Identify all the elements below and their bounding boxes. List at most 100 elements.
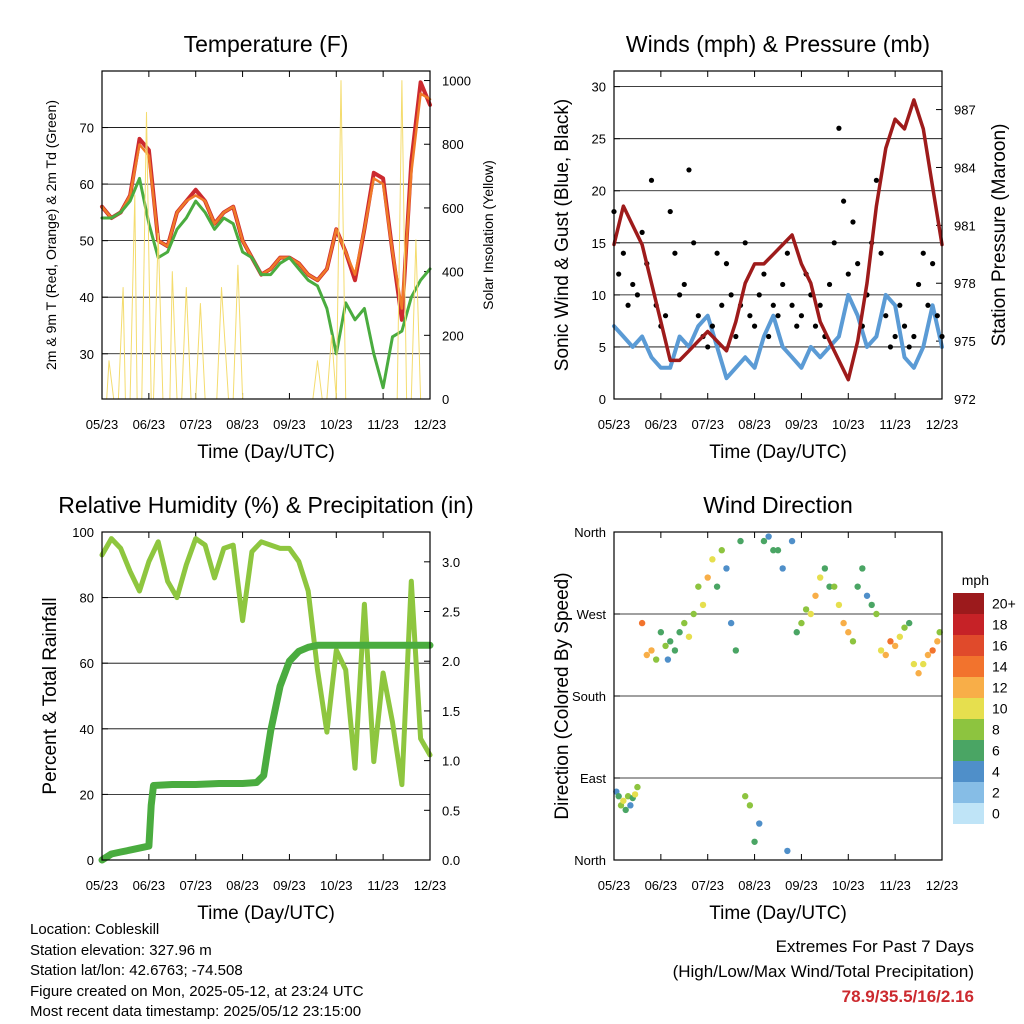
wind-direction-point: [732, 647, 740, 654]
temperature-xtick-label: 08/23: [226, 417, 259, 432]
gust-point: [934, 313, 940, 319]
winds-xtick-label: 05/23: [598, 417, 631, 432]
winds-ytick-right-label: 975: [954, 334, 976, 349]
wind-direction-point: [812, 592, 819, 599]
wind-direction-point: [713, 583, 721, 590]
wind-direction-point: [622, 806, 629, 814]
gust-point: [845, 271, 851, 277]
wind-direction-point: [896, 633, 904, 640]
gust-point: [883, 313, 889, 319]
wind_direction-chart: [613, 531, 984, 861]
humidity-ytick-right-label: 2.0: [442, 654, 460, 669]
gust-point: [681, 281, 687, 288]
temperature-xtick-label: 12/23: [414, 417, 447, 432]
wind-direction-point: [891, 642, 899, 650]
wind-direction-point: [859, 565, 866, 572]
gust-point: [906, 344, 912, 350]
temperature-xtick-label: 06/23: [133, 417, 166, 432]
wind-direction-point: [638, 619, 646, 627]
wind-direction-point: [662, 642, 669, 650]
wind-direction-point: [915, 670, 922, 677]
wind-direction-point: [690, 610, 697, 618]
temperature-title: Temperature (F): [184, 31, 349, 57]
wind_direction-frame: [613, 531, 943, 861]
gust-point: [920, 250, 926, 256]
temperature-ytick-right-label: 400: [442, 265, 464, 280]
wind-direction-point: [746, 802, 754, 809]
gust-point: [780, 281, 786, 288]
colorbar-label: 14: [992, 659, 1008, 675]
colorbar-swatch: [953, 803, 984, 824]
gust-point: [747, 313, 753, 319]
wind_direction-xtick-label: 08/23: [738, 878, 771, 893]
wind-direction-point: [868, 601, 875, 609]
wind-direction-point: [807, 610, 814, 618]
gust-point: [695, 313, 701, 319]
temperature-ytick-right-label: 800: [442, 137, 464, 152]
humidity-ytick-right-label: 0.5: [442, 803, 460, 818]
wind-direction-point: [667, 638, 674, 645]
wind-direction-point: [634, 783, 641, 791]
gust-point: [873, 177, 880, 183]
winds-ytick-right-label: 987: [954, 103, 976, 118]
temperature-xtick-label: 07/23: [179, 417, 212, 432]
colorbar-label: 16: [992, 638, 1008, 654]
wind_direction-title: Wind Direction: [703, 492, 853, 518]
humidity-ytick-right-label: 3.0: [442, 555, 460, 570]
wind-direction-point: [685, 633, 693, 640]
humidity-title: Relative Humidity (%) & Precipitation (i…: [58, 492, 473, 518]
colorbar-label: 10: [992, 701, 1008, 717]
wind-direction-point: [627, 802, 634, 809]
gust-point: [798, 313, 805, 319]
wind_direction-xtick-label: 06/23: [645, 878, 678, 893]
wind-direction-point: [709, 556, 716, 563]
wind-direction-point: [727, 619, 735, 627]
extremes-subtitle: (High/Low/Max Wind/Total Precipitation): [672, 962, 974, 981]
gust-point: [634, 292, 641, 298]
wind-direction-point: [664, 656, 672, 663]
colorbar-label: 20+: [992, 596, 1016, 612]
wind-direction-point: [671, 647, 679, 654]
winds-frame: [613, 70, 943, 400]
wind-direction-point: [882, 651, 889, 659]
wind-direction-point: [643, 651, 650, 659]
humidity-ytick-right-label: 1.5: [442, 704, 460, 719]
gust-point: [719, 302, 725, 308]
gust-point: [667, 208, 673, 215]
wind-direction-point: [737, 537, 744, 545]
colorbar-label: 0: [992, 806, 1000, 822]
humidity-ylabel: Percent & Total Rainfall: [40, 597, 61, 794]
wind-direction-point: [873, 610, 880, 618]
temperature-xlabel: Time (Day/UTC): [197, 442, 335, 463]
temperature-ytick-right-label: 200: [442, 328, 464, 343]
gust-point: [766, 333, 772, 340]
gust-point: [723, 261, 730, 267]
winds-ytick-right-label: 972: [954, 392, 976, 407]
gust-point: [705, 344, 711, 350]
colorbar-swatch: [953, 740, 984, 761]
wind-direction-point: [657, 629, 665, 636]
colorbar-swatch: [953, 719, 984, 740]
latest-data-timestamp: Most recent data timestamp: 2025/05/12 2…: [30, 1003, 362, 1020]
colorbar-swatch: [953, 761, 984, 782]
gust-point: [901, 323, 908, 329]
wind-direction-point: [849, 638, 857, 645]
gust-point: [850, 219, 856, 225]
humidity-xtick-label: 08/23: [226, 878, 259, 893]
gust-point: [925, 302, 931, 308]
wind-direction-point: [798, 619, 805, 627]
colorbar-label: 18: [992, 617, 1008, 633]
wind-direction-point: [831, 583, 838, 590]
gust-point: [826, 281, 833, 288]
wind_direction-xlabel: Time (Day/UTC): [709, 903, 847, 924]
station-latlon: Station lat/lon: 42.6763; -74.508: [30, 962, 243, 979]
gust-point: [775, 313, 781, 319]
wind-direction-point: [718, 547, 725, 554]
temperature-ytick-label: 70: [80, 121, 94, 136]
gust-point: [728, 292, 734, 298]
gust-point: [751, 323, 758, 329]
winds-chart: [611, 70, 945, 400]
extremes-panel: Extremes For Past 7 Days (High/Low/Max W…: [673, 934, 974, 1009]
wind-direction-point: [840, 619, 847, 627]
